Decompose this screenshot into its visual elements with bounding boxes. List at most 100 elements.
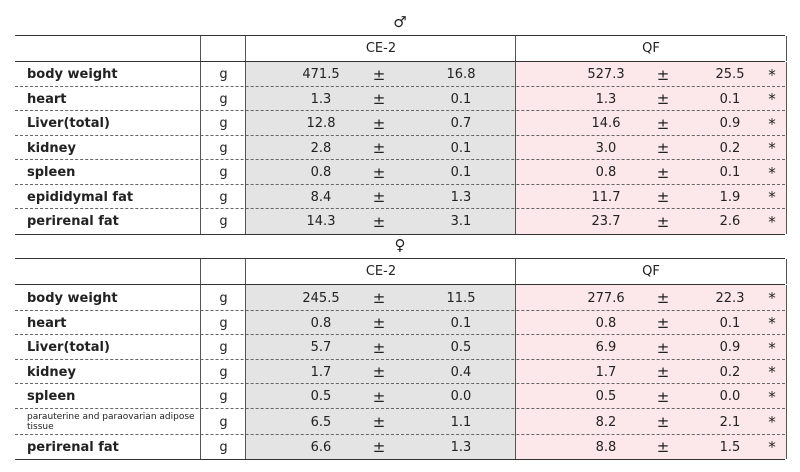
qf-sd: 1.5 xyxy=(719,439,741,455)
ce2-sd: 0.1 xyxy=(450,165,472,180)
qf-mean: 1.7 xyxy=(595,364,617,380)
significance-mark: * xyxy=(768,289,776,307)
ce2-mean: 0.5 xyxy=(310,389,332,404)
qf-sd: 2.6 xyxy=(719,214,741,229)
plus-minus: ± xyxy=(372,289,386,307)
unit-cell: g xyxy=(200,360,246,384)
qf-cell: 0.8 ±0.1 * xyxy=(515,311,787,335)
plus-minus: ± xyxy=(656,90,670,108)
ce2-mean: 0.8 xyxy=(310,165,332,180)
ce2-sd: 3.1 xyxy=(450,214,472,229)
blank-header-cell xyxy=(15,259,212,284)
plus-minus: ± xyxy=(372,438,386,456)
ce2-mean: 1.3 xyxy=(310,91,332,107)
significance-mark: * xyxy=(768,188,776,206)
unit-cell: g xyxy=(200,62,246,87)
blank-unit-header xyxy=(200,36,246,61)
qf-mean: 3.0 xyxy=(595,140,617,156)
ce2-cell: 14.3 ±3.1 xyxy=(245,209,516,234)
qf-cell: 23.7 ±2.6 * xyxy=(515,209,787,234)
qf-sd: 1.9 xyxy=(719,189,741,205)
ce2-cell: 6.6 ±1.3 xyxy=(245,435,516,459)
ce2-sd: 1.3 xyxy=(450,189,472,205)
qf-mean: 1.3 xyxy=(595,91,617,107)
ce2-cell: 8.4 ±1.3 xyxy=(245,185,516,209)
significance-mark: * xyxy=(768,363,776,381)
plus-minus: ± xyxy=(372,338,386,357)
qf-group-header: QF xyxy=(515,259,787,284)
plus-minus: ± xyxy=(372,188,386,206)
ce2-mean: 0.8 xyxy=(310,315,332,331)
unit-cell: g xyxy=(200,136,246,160)
qf-mean: 11.7 xyxy=(591,189,621,205)
qf-cell: 277.6 ±22.3 * xyxy=(515,285,787,311)
ce2-sd: 11.5 xyxy=(446,290,476,306)
ce2-cell: 2.8 ±0.1 xyxy=(245,136,516,160)
ce2-sd: 0.4 xyxy=(450,364,472,380)
ce2-mean: 8.4 xyxy=(310,189,332,205)
qf-sd: 25.5 xyxy=(715,67,745,82)
plus-minus: ± xyxy=(656,163,670,182)
significance-mark: * xyxy=(768,212,776,231)
ce2-cell: 1.3 ±0.1 xyxy=(245,87,516,111)
qf-mean: 6.9 xyxy=(595,340,617,355)
significance-mark: * xyxy=(768,90,776,108)
plus-minus: ± xyxy=(372,413,386,431)
qf-sd: 0.2 xyxy=(719,140,741,156)
qf-mean: 0.8 xyxy=(595,315,617,331)
ce2-mean: 471.5 xyxy=(302,67,340,82)
qf-mean: 0.8 xyxy=(595,165,617,180)
table-row: body weight g 471.5 ±16.8 527.3 ±25.5 * xyxy=(15,61,787,87)
organ-name: kidney xyxy=(27,364,76,380)
organ-name: heart xyxy=(27,315,67,331)
ce2-sd: 1.3 xyxy=(450,439,472,455)
significance-mark: * xyxy=(768,338,776,357)
plus-minus: ± xyxy=(656,387,670,406)
ce2-mean: 2.8 xyxy=(310,140,332,156)
qf-cell: 1.7 ±0.2 * xyxy=(515,360,787,384)
ce2-mean: 245.5 xyxy=(302,290,340,306)
table-row: Liver(total) g 5.7 ±0.5 6.9 ±0.9 * xyxy=(15,334,787,360)
qf-cell: 6.9 ±0.9 * xyxy=(515,335,787,360)
plus-minus: ± xyxy=(372,139,386,157)
ce2-cell: 0.8 ±0.1 xyxy=(245,160,516,185)
unit-cell: g xyxy=(200,384,246,409)
table-row: kidney g 2.8 ±0.1 3.0 ±0.2 * xyxy=(15,135,787,160)
unit-cell: g xyxy=(200,87,246,111)
qf-cell: 8.8 ±1.5 * xyxy=(515,435,787,459)
organ-name: spleen xyxy=(27,389,76,404)
significance-mark: * xyxy=(768,438,776,456)
qf-group-header: QF xyxy=(515,36,787,61)
unit-cell: g xyxy=(200,160,246,185)
plus-minus: ± xyxy=(656,139,670,157)
qf-mean: 527.3 xyxy=(587,67,625,82)
qf-cell: 0.5 ±0.0 * xyxy=(515,384,787,409)
plus-minus: ± xyxy=(656,289,670,307)
plus-minus: ± xyxy=(656,363,670,381)
qf-cell: 11.7 ±1.9 * xyxy=(515,185,787,209)
ce2-sd: 0.1 xyxy=(450,140,472,156)
plus-minus: ± xyxy=(656,338,670,357)
ce2-cell: 0.8 ±0.1 xyxy=(245,311,516,335)
unit-cell: g xyxy=(200,435,246,459)
ce2-mean: 5.7 xyxy=(310,340,332,355)
blank-unit-header xyxy=(200,259,246,284)
qf-label: QF xyxy=(642,41,660,56)
ce2-group-header: CE-2 xyxy=(245,36,516,61)
organ-name: heart xyxy=(27,91,67,107)
qf-cell: 1.3 ±0.1 * xyxy=(515,87,787,111)
unit-cell: g xyxy=(200,311,246,335)
plus-minus: ± xyxy=(656,413,670,431)
qf-sd: 0.1 xyxy=(719,165,741,180)
plus-minus: ± xyxy=(656,114,670,133)
table-row: body weight g 245.5 ±11.5 277.6 ±22.3 * xyxy=(15,284,787,311)
organ-name: parauterine and paraovarian adipose tiss… xyxy=(27,412,195,432)
qf-sd: 0.1 xyxy=(719,91,741,107)
plus-minus: ± xyxy=(656,188,670,206)
group-header-row: CE-2 QF xyxy=(15,258,787,284)
table-row: heart g 0.8 ±0.1 0.8 ±0.1 * xyxy=(15,310,787,335)
ce2-mean: 12.8 xyxy=(306,116,336,131)
qf-sd: 0.2 xyxy=(719,364,741,380)
ce2-label: CE-2 xyxy=(365,41,397,56)
unit-cell: g xyxy=(200,185,246,209)
